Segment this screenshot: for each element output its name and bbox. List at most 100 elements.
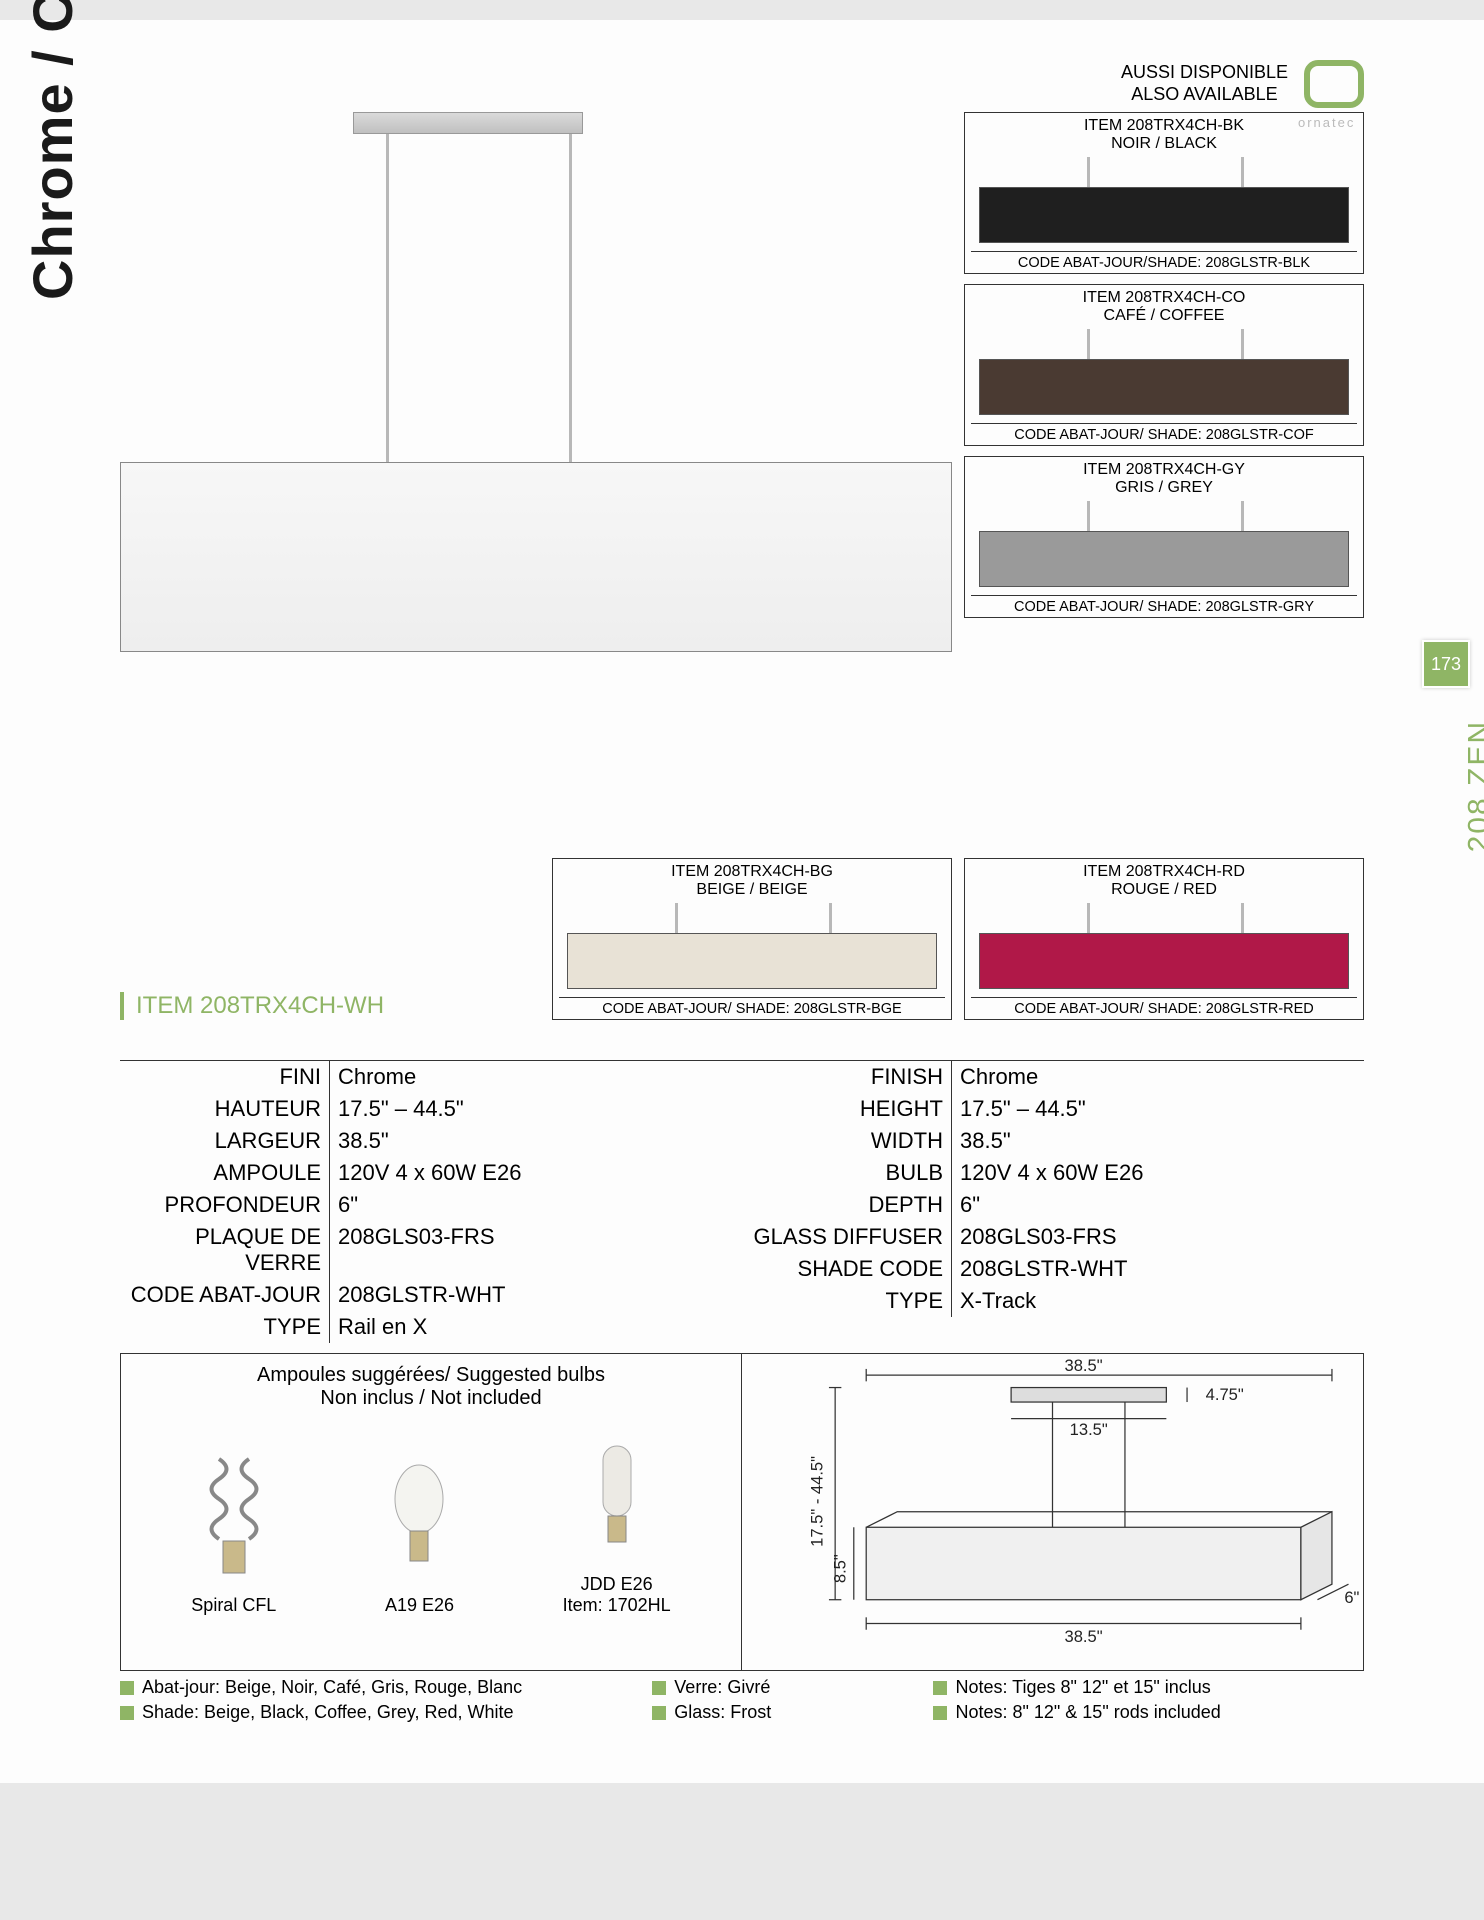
bullet-icon — [120, 1681, 134, 1695]
hero-canopy — [353, 112, 583, 134]
spec-label: SHADE CODE — [742, 1253, 952, 1285]
variant-item: ITEM 208TRX4CH-RD — [971, 863, 1357, 881]
footnotes: Abat-jour: Beige, Noir, Café, Gris, Roug… — [120, 1677, 1364, 1723]
top-availability-row: AUSSI DISPONIBLE ALSO AVAILABLE ornatec — [120, 60, 1364, 108]
bottom-panel: Ampoules suggérées/ Suggested bulbs Non … — [120, 1353, 1364, 1671]
hero-product — [120, 112, 952, 842]
spec-value: 208GLS03-FRS — [952, 1221, 1364, 1253]
spec-row: CODE ABAT-JOUR208GLSTR-WHT — [120, 1279, 742, 1311]
variant-card: ITEM 208TRX4CH-CO CAFÉ / COFFEE CODE ABA… — [964, 284, 1364, 446]
spec-value: 38.5" — [330, 1125, 742, 1157]
spec-row: SHADE CODE208GLSTR-WHT — [742, 1253, 1364, 1285]
dim-shade-h: 8.5" — [831, 1554, 850, 1583]
variant-shade-icon — [979, 359, 1350, 415]
variant-name: GRIS / GREY — [971, 479, 1357, 497]
also-available-en: ALSO AVAILABLE — [1121, 84, 1288, 106]
spec-value: 6" — [952, 1189, 1364, 1221]
variant-code: CODE ABAT-JOUR/ SHADE: 208GLSTR-RED — [971, 997, 1357, 1017]
page-number-tab: 173 — [1422, 640, 1470, 688]
footnote-verre: Verre: Givré — [674, 1677, 770, 1698]
spec-label: TYPE — [120, 1311, 330, 1343]
spec-value: 208GLSTR-WHT — [330, 1279, 742, 1311]
variant-column-right: ITEM 208TRX4CH-BK NOIR / BLACK CODE ABAT… — [964, 112, 1364, 842]
spec-label: FINISH — [742, 1061, 952, 1093]
footnote-abat: Abat-jour: Beige, Noir, Café, Gris, Roug… — [142, 1677, 522, 1698]
spec-value: 208GLSTR-WHT — [952, 1253, 1364, 1285]
footnote-notes-fr: Notes: Tiges 8" 12" et 15" inclus — [955, 1677, 1210, 1698]
collection-label: 208 ZEN — [1462, 720, 1484, 852]
bullet-icon — [652, 1681, 666, 1695]
spec-row: AMPOULE120V 4 x 60W E26 — [120, 1157, 742, 1189]
variant-name: CAFÉ / COFFEE — [971, 307, 1357, 325]
dim-canopy-h: 4.75" — [1206, 1385, 1244, 1404]
dim-depth: 6" — [1344, 1588, 1359, 1607]
spec-table: FINIChromeHAUTEUR17.5" – 44.5"LARGEUR38.… — [120, 1060, 1364, 1343]
hero-rod — [569, 134, 572, 464]
variant-code: CODE ABAT-JOUR/ SHADE: 208GLSTR-COF — [971, 423, 1357, 443]
footnote-notes-en: Notes: 8" 12" & 15" rods included — [955, 1702, 1220, 1723]
spec-label: PROFONDEUR — [120, 1189, 330, 1221]
variant-code: CODE ABAT-JOUR/SHADE: 208GLSTR-BLK — [971, 251, 1357, 271]
variant-code: CODE ABAT-JOUR/ SHADE: 208GLSTR-GRY — [971, 595, 1357, 615]
spec-value: Rail en X — [330, 1311, 742, 1343]
hero-item-code: ITEM 208TRX4CH-WH — [120, 992, 540, 1020]
variant-item: ITEM 208TRX4CH-GY — [971, 461, 1357, 479]
spec-row: DEPTH6" — [742, 1189, 1364, 1221]
spec-row: TYPEX-Track — [742, 1285, 1364, 1317]
spec-label: TYPE — [742, 1285, 952, 1317]
spec-value: 17.5" – 44.5" — [330, 1093, 742, 1125]
vertical-title: Chrome / Chrome — [20, 0, 85, 300]
spec-value: 120V 4 x 60W E26 — [330, 1157, 742, 1189]
spiral-cfl-icon — [199, 1449, 269, 1589]
spec-label: GLASS DIFFUSER — [742, 1221, 952, 1253]
spec-row: GLASS DIFFUSER208GLS03-FRS — [742, 1221, 1364, 1253]
dim-total-h: 17.5" - 44.5" — [808, 1456, 827, 1547]
dim-width-top: 38.5" — [1065, 1356, 1103, 1375]
spec-label: PLAQUE DE VERRE — [120, 1221, 330, 1279]
variant-shade-icon — [979, 531, 1350, 587]
spec-label: WIDTH — [742, 1125, 952, 1157]
bulbs-panel: Ampoules suggérées/ Suggested bulbs Non … — [121, 1354, 742, 1670]
spec-value: 17.5" – 44.5" — [952, 1093, 1364, 1125]
bullet-icon — [120, 1706, 134, 1720]
spec-row: HAUTEUR17.5" – 44.5" — [120, 1093, 742, 1125]
bulbs-header: Ampoules suggérées/ Suggested bulbs — [137, 1364, 725, 1387]
hero-shade — [120, 462, 952, 652]
spec-row: PROFONDEUR6" — [120, 1189, 742, 1221]
spec-row: BULB120V 4 x 60W E26 — [742, 1157, 1364, 1189]
spec-label: CODE ABAT-JOUR — [120, 1279, 330, 1311]
spec-label: HEIGHT — [742, 1093, 952, 1125]
bulbs-subheader: Non inclus / Not included — [137, 1387, 725, 1410]
variant-shade-icon — [979, 187, 1350, 243]
spec-label: HAUTEUR — [120, 1093, 330, 1125]
bullet-icon — [652, 1706, 666, 1720]
spec-row: WIDTH38.5" — [742, 1125, 1364, 1157]
spec-row: PLAQUE DE VERRE208GLS03-FRS — [120, 1221, 742, 1279]
spec-row: HEIGHT17.5" – 44.5" — [742, 1093, 1364, 1125]
variant-card: ITEM 208TRX4CH-BK NOIR / BLACK CODE ABAT… — [964, 112, 1364, 274]
spec-value: X-Track — [952, 1285, 1364, 1317]
spec-row: FINIChrome — [120, 1061, 742, 1093]
spec-label: DEPTH — [742, 1189, 952, 1221]
variant-item: ITEM 208TRX4CH-BG — [559, 863, 945, 881]
bulb-label: Spiral CFL — [191, 1595, 276, 1616]
hero-rod — [386, 134, 389, 464]
spec-col-en: FINISHChromeHEIGHT17.5" – 44.5"WIDTH38.5… — [742, 1061, 1364, 1343]
spec-value: 208GLS03-FRS — [330, 1221, 742, 1279]
spec-row: TYPERail en X — [120, 1311, 742, 1343]
bullet-icon — [933, 1681, 947, 1695]
footnote-glass: Glass: Frost — [674, 1702, 771, 1723]
variant-name: BEIGE / BEIGE — [559, 881, 945, 899]
variant-card: ITEM 208TRX4CH-RD ROUGE / RED CODE ABAT-… — [964, 858, 1364, 1020]
catalog-page: Chrome / Chrome 173 208 ZEN AUSSI DISPON… — [0, 20, 1484, 1783]
brand-logo-text: ornatec — [1298, 115, 1355, 130]
dim-canopy-w: 13.5" — [1070, 1420, 1108, 1439]
bulb-jdd: JDD E26 Item: 1702HL — [563, 1428, 671, 1616]
spec-value: Chrome — [952, 1061, 1364, 1093]
dimension-svg: 38.5" 13.5" 4.75" 17.5" - 44.5" 8.5" 38.… — [742, 1354, 1363, 1670]
bullet-icon — [933, 1706, 947, 1720]
bulb-a19: A19 E26 — [385, 1449, 454, 1616]
also-available-fr: AUSSI DISPONIBLE — [1121, 62, 1288, 84]
product-gallery: ITEM 208TRX4CH-BK NOIR / BLACK CODE ABAT… — [120, 112, 1364, 842]
variant-card: ITEM 208TRX4CH-GY GRIS / GREY CODE ABAT-… — [964, 456, 1364, 618]
